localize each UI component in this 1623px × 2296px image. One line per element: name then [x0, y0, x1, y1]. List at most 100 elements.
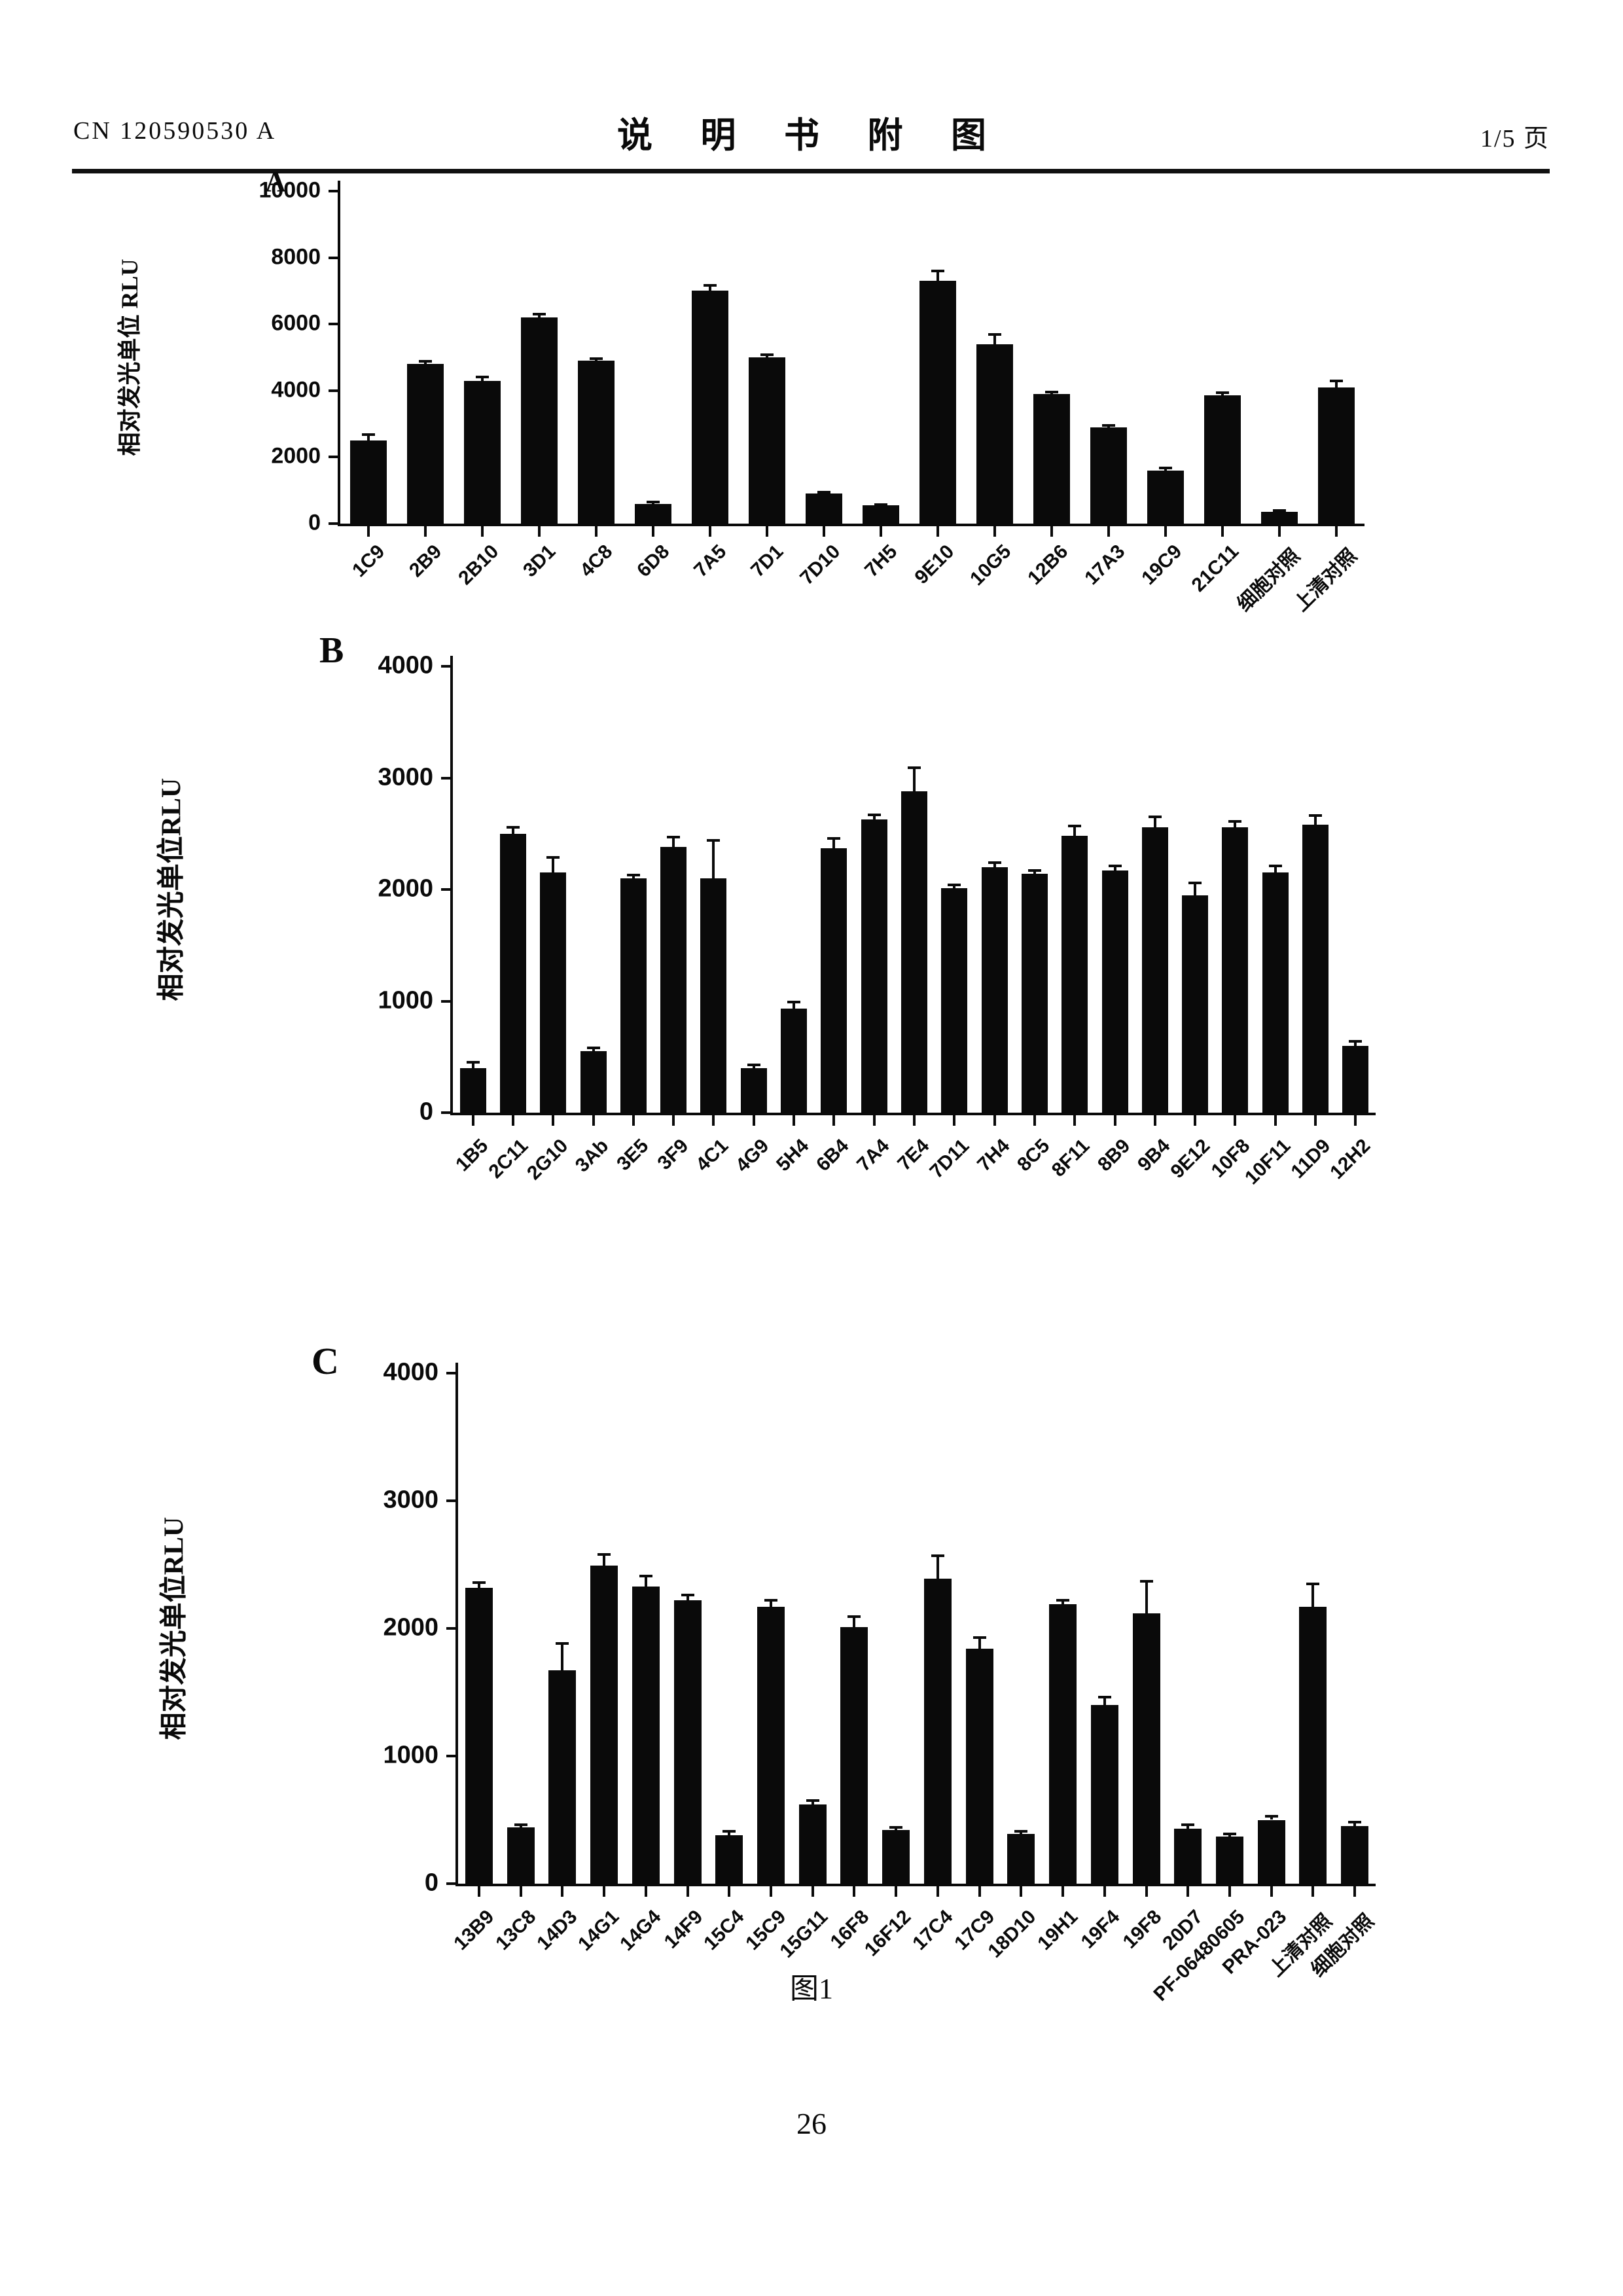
x-tick-mark [481, 526, 484, 537]
error-bar [644, 1576, 647, 1587]
page-indicator: 1/5 页 [1480, 125, 1550, 152]
bar [407, 364, 444, 524]
error-bar-cap [889, 1826, 903, 1829]
y-tick-mark [441, 1111, 450, 1114]
error-bar [592, 1048, 595, 1052]
x-category-label: 3F9 [653, 1135, 693, 1174]
x-tick-mark [1164, 526, 1167, 537]
y-tick-label: 4000 [378, 651, 433, 679]
x-tick-mark [644, 1886, 647, 1897]
bar [965, 1649, 993, 1884]
error-bar [879, 504, 882, 506]
x-category-label: 14G1 [574, 1906, 624, 1956]
bar [1222, 827, 1249, 1113]
error-bar-cap [1309, 814, 1323, 817]
error-bar [595, 358, 598, 361]
x-tick-mark [1314, 1115, 1317, 1126]
y-tick-label: 0 [424, 1869, 438, 1897]
error-bar [709, 285, 712, 291]
error-bar [1103, 1697, 1106, 1705]
error-bar-cap [1306, 1582, 1320, 1585]
error-bar [561, 1643, 564, 1671]
y-axis-label: 相对发光单位 RLU [116, 259, 143, 456]
bar [923, 1578, 952, 1884]
x-tick-mark [832, 1115, 836, 1126]
error-bar [1107, 425, 1110, 427]
bar [749, 357, 786, 524]
error-bar-cap [1215, 391, 1229, 394]
bar [578, 361, 615, 524]
y-axis-line [338, 181, 340, 526]
error-bar [511, 827, 514, 834]
x-category-label: 6B4 [812, 1135, 853, 1176]
x-category-label: 10F11 [1240, 1135, 1295, 1189]
y-tick-mark [446, 1499, 455, 1502]
error-bar [1354, 1041, 1357, 1046]
page-number: 26 [796, 2107, 827, 2140]
x-tick-mark [652, 526, 655, 537]
error-bar-cap [1068, 824, 1082, 827]
bar [901, 791, 927, 1113]
x-tick-mark [993, 1115, 996, 1126]
error-bar [1234, 821, 1237, 827]
y-tick-label: 10000 [259, 177, 321, 203]
error-bar-cap [1014, 1830, 1028, 1833]
x-category-label: 13C8 [491, 1906, 540, 1955]
error-bar [712, 840, 715, 878]
bar [660, 847, 687, 1113]
error-bar-cap [1222, 1832, 1236, 1835]
error-bar-cap [362, 433, 376, 436]
bar [1341, 1826, 1369, 1884]
error-bar [832, 838, 836, 848]
error-bar-cap [1348, 1821, 1362, 1824]
error-bar-cap [806, 1799, 819, 1803]
bar [632, 1586, 660, 1884]
error-bar-cap [874, 503, 887, 506]
error-bar [853, 1617, 856, 1628]
header-rule [72, 169, 1550, 173]
x-tick-mark [1270, 1886, 1273, 1897]
error-bar [632, 874, 635, 878]
bar [548, 1670, 577, 1884]
x-tick-mark [709, 526, 712, 537]
x-category-label: 17C4 [908, 1906, 957, 1955]
error-bar-cap [764, 1599, 777, 1602]
error-bar-cap [847, 1615, 861, 1619]
bar [740, 1067, 767, 1113]
error-bar-cap [704, 284, 717, 287]
y-axis-line [450, 656, 453, 1115]
x-category-label: 2C11 [484, 1135, 533, 1183]
error-bar-cap [681, 1594, 694, 1597]
bar [1033, 393, 1070, 524]
x-tick-mark [728, 1886, 731, 1897]
x-category-label: 8C5 [1012, 1135, 1054, 1176]
x-tick-mark [872, 1115, 876, 1126]
y-tick-mark [329, 522, 338, 525]
error-bar [686, 1595, 689, 1601]
error-bar [936, 1555, 939, 1579]
x-category-label: 3Ab [571, 1135, 613, 1177]
error-bar [1033, 870, 1036, 874]
x-tick-mark [1353, 1886, 1357, 1897]
x-tick-mark [823, 526, 826, 537]
error-bar-cap [1188, 881, 1202, 884]
x-tick-mark [1107, 526, 1110, 537]
error-bar [1050, 391, 1053, 394]
y-tick-mark [446, 1627, 455, 1630]
error-bar [811, 1801, 814, 1805]
y-tick-label: 0 [308, 510, 321, 535]
bar [1061, 836, 1088, 1113]
bar [1049, 1604, 1077, 1884]
error-bar-cap [506, 825, 520, 829]
error-bar-cap [1181, 1823, 1195, 1827]
x-category-label: 19F4 [1077, 1906, 1124, 1953]
error-bar [793, 1002, 796, 1009]
x-category-label: 7H4 [972, 1135, 1014, 1176]
error-bar-cap [931, 269, 944, 272]
error-bar-cap [972, 1636, 986, 1639]
error-bar [519, 1825, 522, 1828]
bar [806, 493, 843, 524]
bar [1141, 827, 1168, 1113]
bar [620, 878, 647, 1113]
